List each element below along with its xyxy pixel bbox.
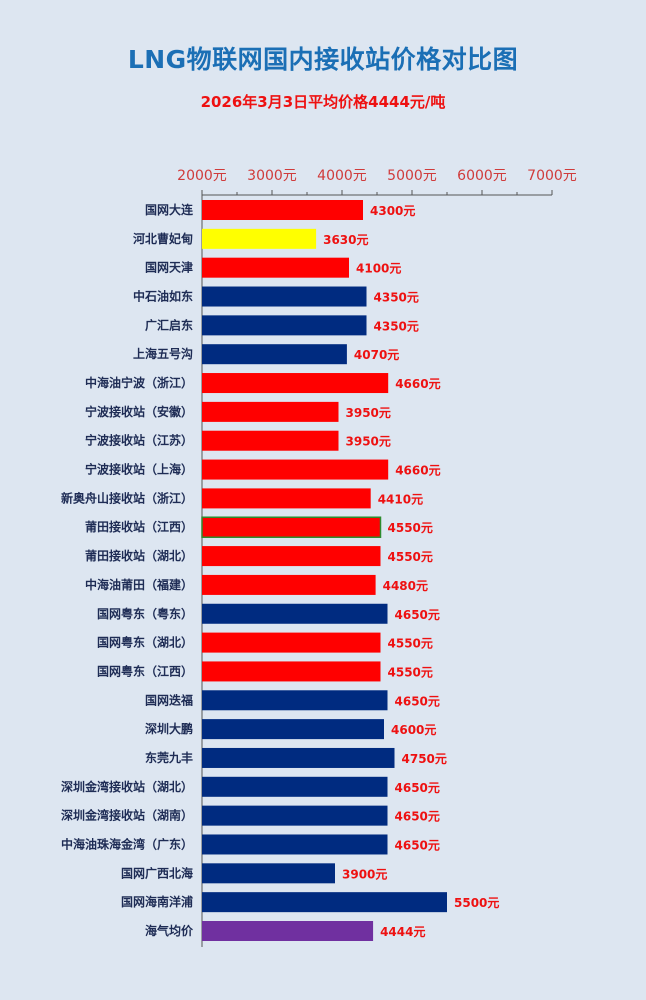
bar — [201, 516, 382, 538]
bar — [202, 805, 388, 826]
category-label: 深圳金湾接收站（湖南） — [61, 808, 193, 823]
bar — [202, 661, 381, 682]
category-label: 国网天津 — [145, 260, 193, 275]
category-label: 国网粤东（江西） — [97, 663, 193, 678]
category-label: 国网粤东（粤东） — [97, 606, 193, 621]
bar — [202, 921, 374, 941]
category-label: 国网迭福 — [145, 692, 193, 707]
value-label: 3950元 — [346, 435, 391, 449]
bar — [202, 286, 367, 307]
value-label: 4750元 — [402, 752, 447, 766]
value-label: 4660元 — [395, 464, 440, 478]
category-label: 国网大连 — [145, 202, 194, 217]
category-label: 河北曹妃甸 — [132, 231, 193, 246]
category-label: 广汇启东 — [145, 317, 193, 332]
category-label: 中海油宁波（浙江） — [85, 375, 193, 390]
bar — [202, 344, 347, 365]
category-label: 国网广西北海 — [121, 865, 193, 880]
x-tick-label: 2000元 — [177, 168, 227, 184]
x-tick-label: 3000元 — [247, 168, 297, 184]
category-label: 莆田接收站（江西） — [85, 519, 193, 534]
bar — [202, 430, 339, 451]
category-label: 新奥舟山接收站（浙江） — [61, 490, 193, 505]
value-label: 4650元 — [395, 810, 440, 824]
bar — [202, 632, 381, 653]
bar — [202, 228, 317, 249]
value-label: 4444元 — [380, 925, 425, 939]
bar — [202, 373, 389, 394]
category-label: 中海油莆田（福建） — [85, 577, 193, 592]
category-label: 上海五号沟 — [133, 346, 193, 361]
category-label: 宁波接收站（江苏） — [85, 433, 193, 448]
value-label: 4650元 — [395, 694, 440, 708]
chart-title: LNG物联网国内接收站价格对比图 — [127, 45, 519, 74]
category-label: 宁波接收站（安徽） — [85, 404, 193, 419]
category-label: 中石油如东 — [133, 289, 193, 304]
bar — [202, 459, 389, 480]
value-label: 4410元 — [378, 492, 423, 506]
value-label: 3630元 — [323, 233, 368, 247]
category-label: 国网粤东（湖北） — [97, 635, 193, 650]
value-label: 5500元 — [454, 896, 499, 910]
bar — [202, 719, 384, 740]
bar — [202, 315, 367, 336]
bar — [202, 863, 335, 884]
bar — [202, 257, 349, 278]
value-label: 4070元 — [354, 348, 399, 362]
category-label: 中海油珠海金湾（广东） — [61, 836, 193, 851]
bar — [202, 603, 388, 624]
x-tick-label: 5000元 — [387, 168, 437, 184]
bar — [202, 574, 376, 595]
value-label: 4350元 — [374, 319, 419, 333]
value-label: 4650元 — [395, 608, 440, 622]
value-label: 4550元 — [388, 637, 433, 651]
category-label: 国网海南洋浦 — [121, 894, 193, 909]
category-label: 深圳金湾接收站（湖北） — [61, 779, 193, 794]
bar — [202, 747, 395, 768]
value-label: 4600元 — [391, 723, 436, 737]
bar — [202, 690, 388, 711]
x-tick-label: 6000元 — [457, 168, 507, 184]
bar — [202, 401, 339, 422]
value-label: 4300元 — [370, 204, 415, 218]
category-label: 莆田接收站（湖北） — [85, 548, 193, 563]
bar — [202, 200, 363, 220]
value-label: 3950元 — [346, 406, 391, 420]
chart-subtitle: 2026年3月3日平均价格4444元/吨 — [200, 93, 446, 111]
value-label: 4660元 — [395, 377, 440, 391]
x-tick-label: 4000元 — [317, 168, 367, 184]
bar — [202, 488, 371, 509]
x-tick-label: 7000元 — [527, 168, 577, 184]
bar — [202, 546, 381, 567]
value-label: 4550元 — [388, 521, 433, 535]
bar — [202, 776, 388, 797]
value-label: 4650元 — [395, 781, 440, 795]
bar — [202, 892, 447, 913]
value-label: 4650元 — [395, 838, 440, 852]
category-label: 海气均价 — [145, 923, 194, 938]
bar — [202, 834, 388, 855]
value-label: 4100元 — [356, 262, 401, 276]
value-label: 4350元 — [374, 291, 419, 305]
value-label: 4550元 — [388, 550, 433, 564]
category-label: 宁波接收站（上海） — [85, 462, 193, 477]
category-label: 东莞九丰 — [145, 750, 193, 765]
category-label: 深圳大鹏 — [145, 721, 193, 736]
value-label: 4480元 — [383, 579, 428, 593]
value-label: 3900元 — [342, 867, 387, 881]
value-label: 4550元 — [388, 665, 433, 679]
